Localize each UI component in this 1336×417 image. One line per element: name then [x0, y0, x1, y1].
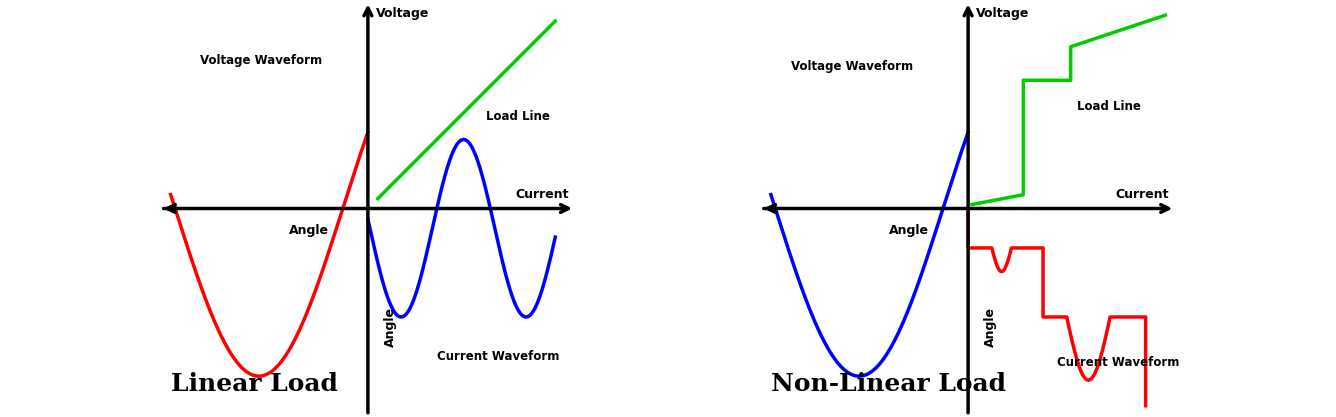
Text: Load Line: Load Line: [486, 110, 550, 123]
Text: Angle: Angle: [383, 307, 397, 347]
Text: Angle: Angle: [289, 224, 329, 237]
Text: Voltage: Voltage: [375, 8, 429, 20]
Text: Non-Linear Load: Non-Linear Load: [771, 372, 1006, 396]
Text: Angle: Angle: [888, 224, 929, 237]
Text: Linear Load: Linear Load: [171, 372, 338, 396]
Text: Voltage Waveform: Voltage Waveform: [200, 54, 322, 67]
Text: Voltage Waveform: Voltage Waveform: [791, 60, 912, 73]
Text: Load Line: Load Line: [1077, 100, 1141, 113]
Text: Angle: Angle: [983, 307, 997, 347]
Text: Current Waveform: Current Waveform: [437, 350, 560, 363]
Text: Current: Current: [516, 188, 569, 201]
Text: Current: Current: [1116, 188, 1169, 201]
Text: Voltage: Voltage: [977, 8, 1029, 20]
Text: Current Waveform: Current Waveform: [1057, 356, 1180, 369]
